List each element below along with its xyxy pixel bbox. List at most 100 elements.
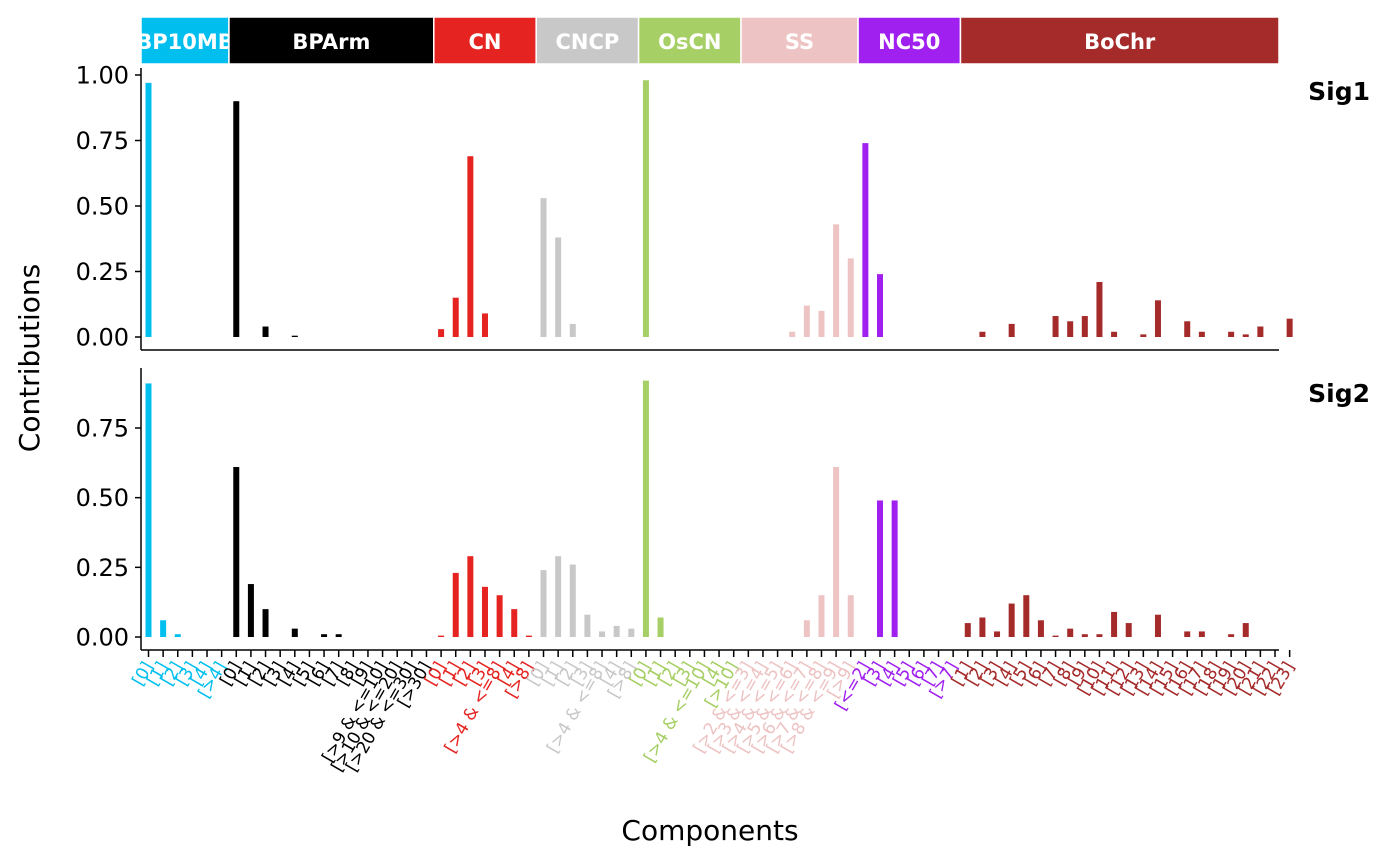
bar	[145, 82, 152, 337]
bar	[1008, 603, 1015, 637]
bar	[1081, 634, 1088, 637]
bar	[1052, 316, 1059, 337]
facet-panels: 0.00 0.25 0.50 0.75 1.00 Sig1 0.00 0.25 0.50 0.75…	[76, 62, 1370, 652]
bar	[979, 617, 986, 637]
bar	[1008, 323, 1015, 337]
bar	[833, 467, 840, 637]
strip-label-cncp: CNCP	[556, 30, 620, 54]
bar	[233, 101, 240, 337]
bar	[599, 631, 606, 637]
bar	[262, 609, 269, 637]
bar	[1154, 614, 1161, 637]
bar	[1242, 623, 1249, 637]
bar	[452, 572, 459, 637]
bar	[862, 143, 869, 337]
panel-sig2: 0.00 0.25 0.50 0.75 Sig2	[76, 368, 1370, 652]
bar	[321, 634, 328, 637]
bar	[540, 570, 547, 637]
bar	[584, 614, 591, 637]
facet-label-sig1: Sig1	[1308, 77, 1370, 106]
bar	[803, 305, 810, 337]
strip-label-bparm: BPArm	[292, 30, 370, 54]
bar	[569, 323, 576, 337]
bar	[818, 595, 825, 637]
bar	[1081, 316, 1088, 337]
bar	[1096, 634, 1103, 637]
bar	[1037, 620, 1044, 637]
strip-bparm	[228, 16, 435, 65]
bar	[1228, 331, 1235, 337]
bar	[1023, 595, 1030, 637]
bar	[891, 500, 898, 637]
bar	[847, 258, 854, 337]
bar	[1140, 334, 1147, 337]
bar	[1198, 331, 1205, 337]
bar	[555, 556, 562, 637]
bar	[467, 556, 474, 637]
strip-label-ss: SS	[785, 30, 814, 54]
bar	[642, 380, 649, 637]
bar	[438, 635, 445, 637]
y-tick-label: 0.75	[76, 127, 129, 155]
bar	[233, 467, 240, 637]
bar	[1154, 300, 1161, 337]
bar	[496, 595, 503, 637]
bar	[994, 631, 1001, 637]
strip-label-cn: CN	[468, 30, 501, 54]
bar	[1067, 628, 1074, 637]
bar	[262, 326, 269, 337]
bar	[613, 625, 620, 637]
bar	[1184, 321, 1191, 337]
y-tick-label: 0.25	[76, 554, 129, 582]
bar	[642, 80, 649, 338]
strip-ss	[740, 16, 859, 65]
bar	[335, 634, 342, 637]
bar	[1111, 611, 1118, 637]
bar	[481, 586, 488, 637]
panel-sig1: 0.00 0.25 0.50 0.75 1.00 Sig1	[76, 62, 1370, 352]
bar	[818, 310, 825, 337]
bar	[1096, 281, 1103, 337]
bar	[569, 564, 576, 637]
y-tick-label: 0.00	[76, 624, 129, 652]
bar	[467, 156, 474, 337]
strip-label-bochr: BoChr	[1084, 30, 1156, 54]
bar	[1198, 631, 1205, 637]
strip-nc50	[857, 16, 962, 65]
y-tick-label: 1.00	[76, 62, 129, 90]
y-tick-label: 0.50	[76, 193, 129, 221]
bar	[789, 331, 796, 337]
x-axis-title: Components	[621, 814, 798, 847]
bar	[877, 274, 883, 337]
strip-label-nc50: NC50	[878, 30, 940, 54]
bar	[291, 335, 298, 337]
bar	[964, 623, 971, 637]
bar	[145, 383, 152, 637]
bar	[628, 628, 635, 637]
bar	[877, 500, 883, 637]
strip-oscn	[637, 16, 742, 65]
strip-cn	[433, 16, 537, 65]
bar	[452, 297, 459, 337]
bar	[1228, 634, 1235, 637]
strip-bp10mb	[140, 16, 230, 65]
y-tick-label: 0.75	[76, 415, 129, 443]
bar	[511, 609, 518, 637]
bar	[657, 617, 664, 637]
bar	[979, 331, 986, 337]
strip-label-bp10mb: BP10MB	[136, 30, 234, 54]
bar	[1286, 318, 1293, 337]
facet-label-sig2: Sig2	[1308, 379, 1370, 408]
strip-bochr	[959, 16, 1280, 65]
x-axis: [0][1][2][3][4][>4][0][1][2][3][4][5][6]…	[128, 650, 1299, 775]
bar	[438, 329, 445, 337]
bar	[1067, 321, 1074, 337]
strip-label-oscn: OsCN	[658, 30, 721, 54]
bar	[247, 584, 254, 637]
bar	[291, 628, 298, 637]
bar	[803, 620, 810, 637]
bar	[833, 224, 840, 337]
bar	[1257, 326, 1264, 337]
bar	[555, 237, 562, 337]
